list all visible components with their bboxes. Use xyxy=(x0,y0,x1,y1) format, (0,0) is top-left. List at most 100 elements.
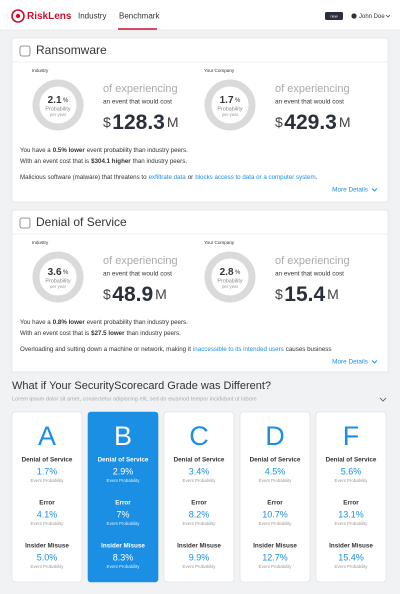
user-chevron xyxy=(385,14,391,18)
metric-name: Insider Misuse xyxy=(253,543,297,550)
probability-label: Probability xyxy=(45,278,70,284)
more-details[interactable]: More Details xyxy=(332,359,368,366)
probability-value: 1.7 xyxy=(220,95,234,106)
more-chevron xyxy=(371,188,378,192)
grade-letter: B xyxy=(114,421,132,451)
description-part: . xyxy=(316,174,318,181)
donut-ring xyxy=(32,79,84,131)
nav-link[interactable]: Industry xyxy=(78,12,106,21)
probability: 2.8% xyxy=(220,267,241,278)
metric-value: 5.6% xyxy=(341,466,362,476)
cost-text: an event that would cost xyxy=(275,99,344,106)
metric-caption: Event Probability xyxy=(107,521,141,526)
cost-suffix: M xyxy=(167,114,179,130)
description-part: Malicious software (malware) that threat… xyxy=(20,174,147,181)
logo-dot xyxy=(15,13,21,19)
probability-sentence-part: event probability than industry peers. xyxy=(87,319,188,326)
metric-value: 15.4% xyxy=(338,552,364,562)
metric-name: Error xyxy=(267,500,283,507)
more-chevron xyxy=(371,360,378,364)
cost: $128.3 M xyxy=(103,111,179,134)
logo[interactable]: RiskLens xyxy=(27,11,72,22)
probability-sentence: You have a 0.5% lower event probability th… xyxy=(20,147,188,154)
metric-caption: Event Probability xyxy=(31,521,65,526)
probability-label: Probability xyxy=(217,278,242,284)
cost-currency: $ xyxy=(103,286,111,302)
cost-sentence-part: With an event cost that is xyxy=(20,158,89,165)
lead-text: of experiencing xyxy=(275,83,350,95)
description-part: causes business xyxy=(286,346,332,353)
metric-name: Denial of Service xyxy=(326,457,377,464)
cost-sentence: With an event cost that is $27.5 lower tha… xyxy=(20,330,181,337)
section-subtitle: Lorem ipsum dolor sit amet, consectetur … xyxy=(12,396,257,402)
cost-value: 429.3 xyxy=(284,111,337,134)
grade-letter: A xyxy=(38,421,56,451)
side-label: Industry xyxy=(32,240,49,245)
metric-caption: Event Probability xyxy=(259,521,293,526)
probability-unit: % xyxy=(63,270,69,276)
side-label: Industry xyxy=(32,68,49,73)
nav-link[interactable]: Benchmark xyxy=(119,12,160,21)
metric-value: 5.0% xyxy=(37,552,58,562)
probability-sentence-part: You have a xyxy=(20,147,51,154)
probability: 1.7% xyxy=(220,95,241,106)
metric-value: 8.3% xyxy=(113,552,134,562)
probability-sentence-part: 0.8% lower xyxy=(53,319,86,326)
metric-name: Insider Misuse xyxy=(25,543,69,550)
probability-unit: % xyxy=(63,98,69,104)
grade-card[interactable] xyxy=(315,411,387,583)
section-title: What if Your SecurityScorecard Grade was… xyxy=(12,380,271,392)
metric-value: 8.2% xyxy=(189,509,210,519)
description-part: or xyxy=(188,174,194,181)
probability-period: per year xyxy=(222,112,239,117)
metric-caption: Event Probability xyxy=(183,521,217,526)
badge-text: new xyxy=(330,13,337,18)
metric-value: 7% xyxy=(116,509,129,519)
section-chevron[interactable] xyxy=(379,397,387,402)
side-label: Your Company xyxy=(204,240,235,245)
metric-name: Denial of Service xyxy=(250,457,301,464)
donut-ring xyxy=(204,79,256,131)
grade-card[interactable] xyxy=(163,411,235,583)
lead-text: of experiencing xyxy=(275,255,350,267)
probability: 3.6% xyxy=(48,267,69,278)
metric-value: 4.5% xyxy=(265,466,286,476)
logo-icon xyxy=(11,9,25,23)
description-part[interactable]: exfiltrate data xyxy=(149,174,187,181)
metric-caption: Event Probability xyxy=(259,478,293,483)
cost: $429.3 M xyxy=(275,111,351,134)
metric-caption: Event Probability xyxy=(335,478,369,483)
cost: $15.4 M xyxy=(275,283,339,306)
cost-value: 128.3 xyxy=(112,111,165,134)
card-title: Denial of Service xyxy=(36,215,127,229)
more-details[interactable]: More Details xyxy=(332,187,368,194)
metric-caption: Event Probability xyxy=(31,478,65,483)
metric-caption: Event Probability xyxy=(183,564,217,569)
cost-text: an event that would cost xyxy=(103,99,172,106)
description-part[interactable]: blocks access to data or a computer syst… xyxy=(195,174,315,181)
user-name[interactable]: John Doe xyxy=(359,14,385,20)
description-part[interactable]: inaccessible to its intended users xyxy=(193,346,284,353)
metric-name: Error xyxy=(115,500,131,507)
grade-card[interactable] xyxy=(87,411,159,583)
grade-letter: D xyxy=(265,421,285,451)
card-icon xyxy=(19,217,31,229)
cost-value: 15.4 xyxy=(284,283,325,306)
cost-suffix: M xyxy=(327,286,339,302)
cost-sentence-part: With an event cost that is xyxy=(20,330,89,337)
metric-name: Denial of Service xyxy=(98,457,149,464)
grade-card[interactable] xyxy=(239,411,311,583)
metric-name: Error xyxy=(191,500,207,507)
description-part: Overloading and sutting down a machine o… xyxy=(20,346,191,353)
metric-caption: Event Probability xyxy=(183,478,217,483)
metric-caption: Event Probability xyxy=(107,564,141,569)
probability-period: per year xyxy=(222,284,239,289)
badge[interactable] xyxy=(325,12,343,20)
description: Malicious software (malware) that threat… xyxy=(20,174,318,181)
probability-label: Probability xyxy=(217,106,242,112)
metric-name: Error xyxy=(343,500,359,507)
probability-label: Probability xyxy=(45,106,70,112)
probability-period: per year xyxy=(50,284,67,289)
grade-card[interactable] xyxy=(11,411,83,583)
